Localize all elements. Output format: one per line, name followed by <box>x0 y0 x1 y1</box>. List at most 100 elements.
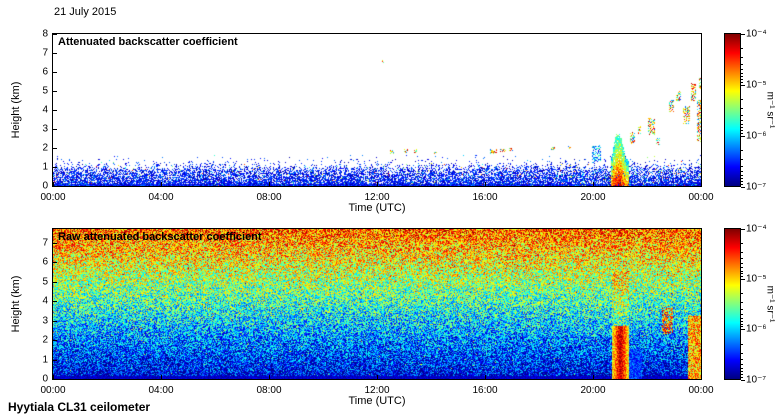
colorbar-minor-tickmark <box>741 178 743 179</box>
colorbar-minor-tickmark <box>741 326 743 327</box>
y-tickmark <box>53 34 57 35</box>
x-tick-label: 16:00 <box>472 192 498 203</box>
colorbar-minor-tickmark <box>741 252 743 253</box>
colorbar-minor-tickmark <box>741 150 743 151</box>
colorbar-minor-tickmark <box>741 108 743 109</box>
colorbar-tick-label: 10⁻⁴ <box>746 28 767 39</box>
colorbar-minor-tickmark <box>741 243 743 244</box>
x-tickmark <box>269 375 270 379</box>
x-tick-label: 16:00 <box>472 385 498 396</box>
colorbar-minor-tickmark <box>741 353 743 354</box>
colorbar-minor-tickmark <box>741 321 743 322</box>
colorbar-minor-tickmark <box>741 120 743 121</box>
y-tickmark <box>53 72 57 73</box>
y-tickmark <box>53 281 57 283</box>
colorbar-minor-tickmark <box>741 344 743 345</box>
x-tick-label: 08:00 <box>256 192 282 203</box>
colorbar-tick-label: 10⁻⁶ <box>746 323 767 335</box>
y-tickmark <box>53 340 57 342</box>
x-tickmark <box>701 375 702 379</box>
x-tickmark <box>593 182 594 186</box>
colorbar-minor-tickmark <box>741 309 743 310</box>
colorbar-minor-tickmark <box>741 273 743 274</box>
y-tick-label: 5 <box>42 85 48 97</box>
colorbar-minor-tickmark <box>741 271 743 272</box>
y-tick-label: 3 <box>42 123 48 135</box>
x-tick-label: 00:00 <box>688 385 714 396</box>
y-tick-label: 5 <box>42 276 48 288</box>
colorbar-minor-tickmark <box>741 181 743 182</box>
colorbar-minor-tickmark <box>741 57 743 58</box>
x-tickmark <box>53 375 54 379</box>
y-tick-label: 8 <box>42 28 48 40</box>
colorbar-minor-tickmark <box>741 166 743 167</box>
colorbar-bottom <box>724 228 741 380</box>
plot-title-raw: Raw attenuated backscatter coefficient <box>58 231 262 243</box>
colorbar-unit-label-top: m⁻¹ sr⁻¹ <box>764 91 776 129</box>
colorbar-unit-label-bottom: m⁻¹ sr⁻¹ <box>764 285 776 323</box>
colorbar-minor-tickmark <box>741 175 743 176</box>
x-tick-label: 04:00 <box>148 385 174 396</box>
y-tickmark <box>53 167 57 168</box>
heatmap-canvas-raw-backscatter <box>53 229 701 379</box>
colorbar-tickmark <box>741 279 745 280</box>
x-tick-label: 20:00 <box>580 192 606 203</box>
colorbar-tickmark <box>741 34 745 35</box>
x-tickmark <box>377 182 378 186</box>
colorbar-minor-tickmark <box>741 276 743 277</box>
y-tickmark <box>53 320 57 322</box>
colorbar-minor-tickmark <box>741 124 743 125</box>
y-tickmark <box>53 379 57 380</box>
colorbar-minor-tickmark <box>741 258 743 259</box>
y-tick-label: 0 <box>42 373 48 385</box>
colorbar-minor-tickmark <box>741 364 743 365</box>
y-tickmark <box>53 148 57 149</box>
colorbar-minor-tickmark <box>741 73 743 74</box>
colorbar-minor-tickmark <box>741 82 743 83</box>
colorbar-minor-tickmark <box>741 99 743 100</box>
colorbar-minor-tickmark <box>741 130 743 131</box>
colorbar-tickmark <box>741 85 745 86</box>
x-tickmark <box>53 182 54 186</box>
y-tickmark <box>53 53 57 54</box>
y-tick-label: 7 <box>42 237 48 249</box>
y-tick-label: 2 <box>42 334 48 346</box>
x-tick-label: 04:00 <box>148 192 174 203</box>
y-tick-label: 4 <box>42 104 48 116</box>
colorbar-minor-tickmark <box>741 267 743 268</box>
colorbar-minor-tickmark <box>741 374 743 375</box>
x-tickmark <box>485 182 486 186</box>
y-tick-label: 0 <box>42 180 48 192</box>
x-tickmark <box>593 375 594 379</box>
colorbar-minor-tickmark <box>741 115 743 116</box>
colorbar-tick-label: 10⁻⁶ <box>746 130 767 141</box>
y-tickmark <box>53 262 57 264</box>
y-tickmark <box>53 110 57 111</box>
colorbar-minor-tickmark <box>741 127 743 128</box>
colorbar-tick-label: 10⁻⁵ <box>746 79 767 90</box>
x-tick-label: 12:00 <box>364 385 390 396</box>
colorbar-minor-tickmark <box>741 293 743 294</box>
colorbar-minor-tickmark <box>741 184 743 185</box>
colorbar-minor-tickmark <box>741 76 743 77</box>
x-tickmark <box>161 375 162 379</box>
colorbar-tickmark <box>741 136 745 137</box>
colorbar-tick-label: 10⁻⁷ <box>746 374 767 385</box>
colorbar-minor-tickmark <box>741 48 743 49</box>
colorbar-minor-tickmark <box>741 368 743 369</box>
colorbar-tick-label: 10⁻⁷ <box>746 181 767 192</box>
y-tick-label: 3 <box>42 315 48 327</box>
x-axis-label-top: Time (UTC) <box>348 202 406 214</box>
colorbar-minor-tickmark <box>741 359 743 360</box>
colorbar-top <box>724 33 741 187</box>
colorbar-tick-label: 10⁻⁵ <box>746 273 767 285</box>
plot-title-attenuated: Attenuated backscatter coefficient <box>58 36 238 48</box>
y-tick-label: 1 <box>42 354 48 366</box>
y-tick-label: 6 <box>42 256 48 268</box>
colorbar-minor-tickmark <box>741 159 743 160</box>
y-tick-label: 7 <box>42 47 48 59</box>
colorbar-minor-tickmark <box>741 302 743 303</box>
date-label: 21 July 2015 <box>54 6 117 18</box>
x-tick-label: 12:00 <box>364 192 390 203</box>
